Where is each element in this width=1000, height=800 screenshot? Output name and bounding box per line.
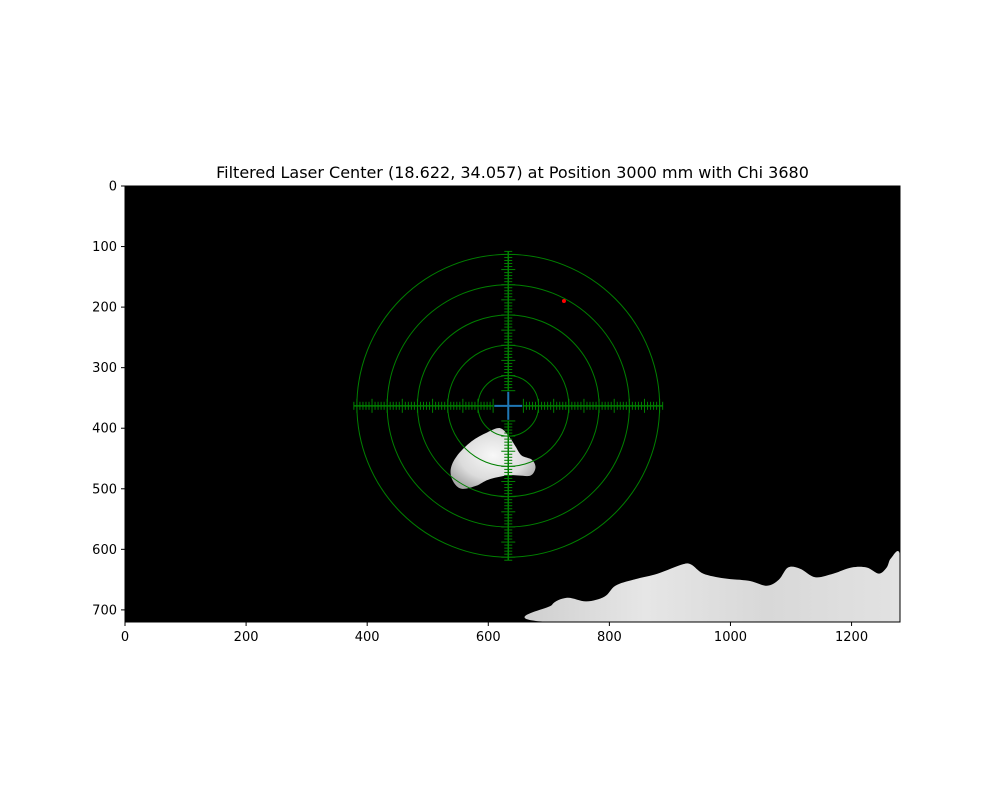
x-tick-label: 200 — [234, 630, 259, 645]
chart-title: Filtered Laser Center (18.622, 34.057) a… — [216, 163, 809, 182]
plot-frame — [124, 185, 901, 623]
image-background — [125, 186, 900, 622]
x-tick-label: 400 — [355, 630, 380, 645]
y-tick-label: 400 — [92, 422, 117, 437]
floor-highlight — [524, 551, 900, 622]
x-axis: 0 200 400 600 800 1000 1200 — [121, 622, 868, 645]
x-tick-label: 600 — [476, 630, 501, 645]
y-tick-label: 200 — [92, 301, 117, 316]
x-tick-label: 0 — [121, 630, 129, 645]
reflection-blob — [450, 428, 536, 489]
x-tick-label: 800 — [597, 630, 622, 645]
y-tick-label: 700 — [92, 603, 117, 618]
laser-center-marker — [494, 391, 523, 420]
y-tick-label: 600 — [92, 543, 117, 558]
reticle — [353, 250, 664, 561]
red-point — [561, 299, 566, 304]
x-tick-label: 1200 — [835, 630, 868, 645]
y-tick-label: 0 — [109, 180, 117, 195]
image-content — [353, 250, 900, 622]
y-axis: 0 100 200 300 400 500 600 700 — [92, 180, 125, 618]
y-tick-label: 300 — [92, 361, 117, 376]
y-tick-label: 500 — [92, 482, 117, 497]
y-tick-label: 100 — [92, 240, 117, 255]
x-tick-label: 1000 — [714, 630, 747, 645]
